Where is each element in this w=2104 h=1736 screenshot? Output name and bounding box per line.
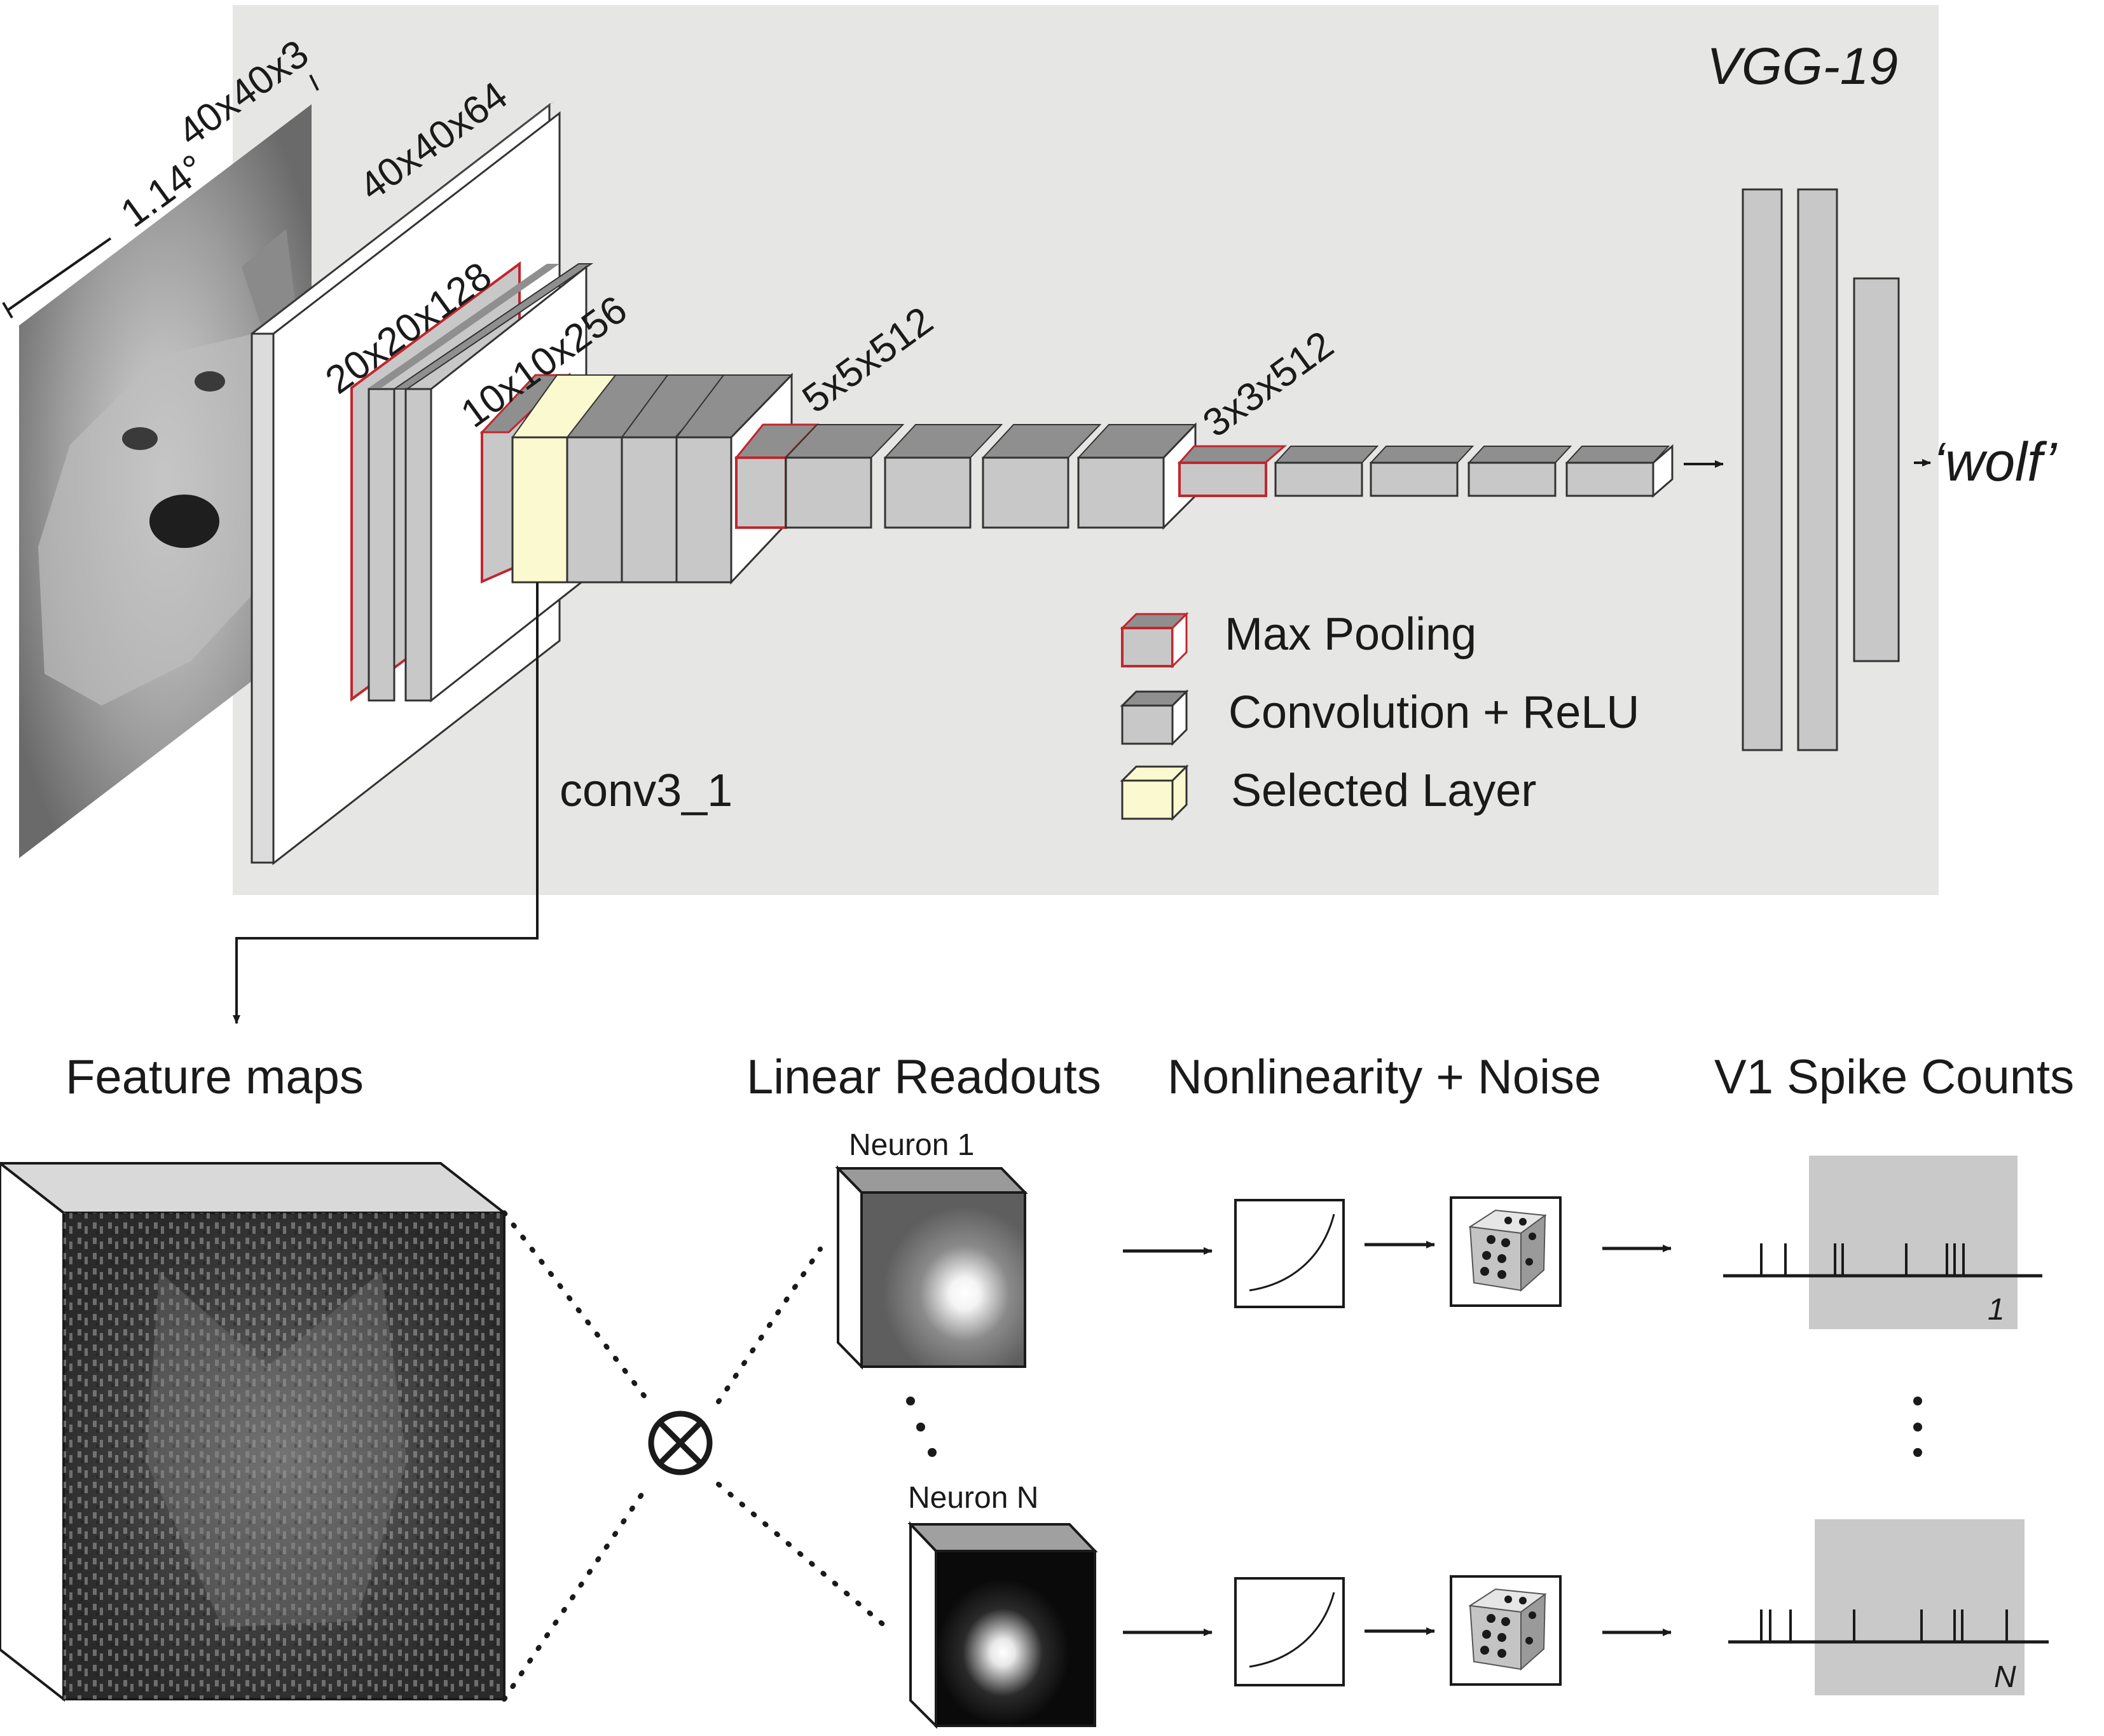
neuron-1-readout <box>835 1165 1028 1370</box>
trial-n-label: N <box>1994 1660 2016 1694</box>
block5-layers <box>1177 444 1674 498</box>
dotted-connector-bottom-left <box>502 1482 651 1702</box>
feature-map-cube <box>0 1161 508 1702</box>
nonlinearity-icon-row1 <box>1234 1199 1345 1308</box>
output-class-label: ‘wolf’ <box>1933 432 2058 493</box>
input-dimension-line <box>6 237 112 311</box>
spike-ellipsis <box>1913 1397 1922 1457</box>
selected-layer-name: conv3_1 <box>560 765 732 816</box>
legend-selected-swatch <box>1120 764 1189 821</box>
nonlinearity-noise-title: Nonlinearity + Noise <box>1167 1050 1601 1104</box>
dotted-connector-top-right <box>716 1247 823 1404</box>
neuron-n-readout <box>907 1521 1098 1729</box>
selected-layer-connector <box>233 582 539 1024</box>
spike-window-1 <box>1809 1156 2018 1329</box>
fc-layer-2 <box>1797 188 1838 751</box>
block4-layers <box>734 422 1197 530</box>
legend-selected-label: Selected Layer <box>1231 765 1536 816</box>
spike-window-n <box>1815 1519 2025 1695</box>
selected-layer-block <box>511 436 568 584</box>
linear-readouts-title: Linear Readouts <box>746 1050 1101 1104</box>
input-dimension-tick <box>2 301 13 319</box>
input-top-dimension-tick <box>309 74 319 91</box>
tensor-product-icon <box>648 1411 713 1475</box>
legend-max-pooling-swatch <box>1120 612 1189 669</box>
feature-maps-title: Feature maps <box>65 1050 364 1104</box>
dice-icon-rowN <box>1450 1575 1562 1686</box>
trial-1-label: 1 <box>1988 1293 2005 1327</box>
spike-train-1 <box>1723 1156 2042 1329</box>
fc-layer-3 <box>1853 277 1900 662</box>
dice-icon-row1 <box>1450 1196 1562 1307</box>
nonlinearity-icon-rowN <box>1234 1577 1345 1686</box>
legend: Max Pooling Convolution + ReLU Selected … <box>1120 609 1639 821</box>
neuron-n-label: Neuron N <box>908 1481 1038 1515</box>
spike-train-n <box>1728 1519 2049 1695</box>
neuron-ellipsis <box>906 1397 937 1457</box>
dotted-connector-top-left <box>502 1210 651 1404</box>
neuron-1-label: Neuron 1 <box>849 1128 974 1162</box>
legend-max-pooling-label: Max Pooling <box>1225 609 1476 660</box>
legend-conv-relu-label: Convolution + ReLU <box>1228 687 1639 738</box>
dotted-connector-bottom-right <box>716 1482 893 1633</box>
fc-layer-1 <box>1742 188 1783 751</box>
legend-conv-relu-swatch <box>1120 689 1189 746</box>
network-name: VGG-19 <box>1707 38 1898 95</box>
spike-counts-title: V1 Spike Counts <box>1714 1050 2074 1104</box>
